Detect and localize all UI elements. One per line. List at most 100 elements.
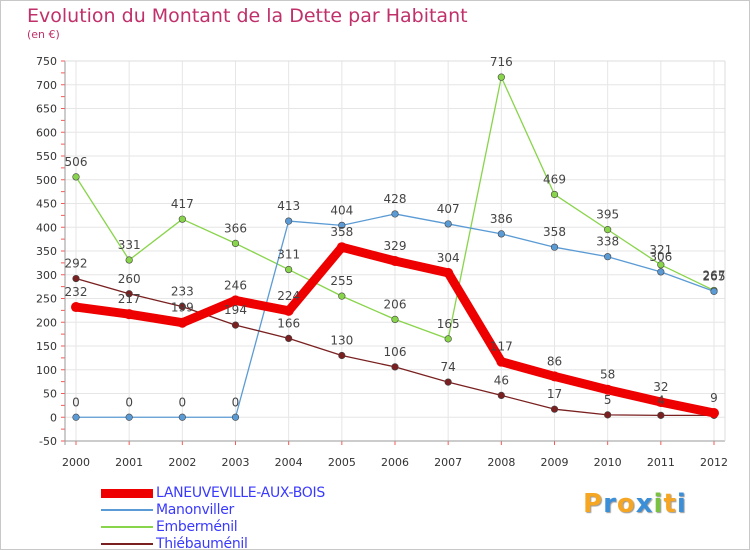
data-point-emberme-nil xyxy=(338,292,346,300)
x-tick-label: 2001 xyxy=(115,456,143,469)
data-label: 86 xyxy=(547,354,562,368)
data-label: 306 xyxy=(649,250,672,264)
data-label: 58 xyxy=(600,368,615,382)
logo-letter: P xyxy=(583,489,604,519)
data-label: 4 xyxy=(657,393,665,407)
data-label: 233 xyxy=(171,285,194,299)
data-point-thie-baume-nil xyxy=(125,290,133,298)
x-tick-label: 2007 xyxy=(434,456,462,469)
data-label: 9 xyxy=(710,391,718,405)
data-point-laneuveville-aux-bois xyxy=(177,317,188,328)
data-label: 407 xyxy=(437,202,460,216)
data-label: 194 xyxy=(224,303,247,317)
data-point-thie-baume-nil xyxy=(497,391,505,400)
data-label: 413 xyxy=(277,199,300,213)
data-point-manonviller xyxy=(444,220,452,228)
data-label: 395 xyxy=(596,208,619,222)
data-label: 217 xyxy=(118,292,141,306)
x-tick-label: 2005 xyxy=(328,456,356,469)
legend-label: LANEUVEVILLE-AUX-BOIS xyxy=(156,485,325,501)
data-label: 311 xyxy=(277,248,300,262)
x-tick-label: 2004 xyxy=(275,456,303,469)
data-point-manonviller xyxy=(657,268,665,276)
x-tick-label: 2009 xyxy=(541,456,569,469)
data-point-emberme-nil xyxy=(285,265,293,274)
data-label: 117 xyxy=(490,340,513,354)
y-tick-label: 550 xyxy=(36,150,57,163)
data-label: 321 xyxy=(649,243,672,257)
data-point-laneuveville-aux-bois xyxy=(390,255,400,266)
x-tick-label: 2002 xyxy=(168,456,196,469)
proxiti-logo: Proxiti xyxy=(583,489,687,519)
y-tick-label: 650 xyxy=(36,103,57,116)
data-label: 255 xyxy=(330,274,353,288)
data-point-manonviller xyxy=(231,413,240,421)
axes: -500501001502002503003504004505005506006… xyxy=(36,55,728,469)
chart-title: Evolution du Montant de la Dette par Hab… xyxy=(27,5,468,27)
data-point-laneuveville-aux-bois xyxy=(709,407,719,418)
data-point-thie-baume-nil xyxy=(444,378,452,386)
y-tick-label: 350 xyxy=(36,245,57,258)
data-point-laneuveville-aux-bois xyxy=(283,305,294,316)
data-point-laneuveville-aux-bois xyxy=(602,384,613,395)
data-label: 358 xyxy=(543,225,566,239)
data-label: 329 xyxy=(384,239,407,253)
data-point-manonviller xyxy=(72,413,80,421)
data-point-laneuveville-aux-bois xyxy=(496,356,507,367)
data-point-emberme-nil xyxy=(391,315,399,324)
logo-letter: x xyxy=(635,489,654,519)
data-label: 469 xyxy=(543,172,566,186)
logo-letter: i xyxy=(676,489,687,519)
y-tick-label: 750 xyxy=(36,55,57,68)
data-label: 246 xyxy=(224,278,247,292)
series-group xyxy=(71,73,719,421)
data-label: 404 xyxy=(330,203,353,217)
logo-letter: i xyxy=(653,489,664,519)
x-tick-label: 2006 xyxy=(381,456,409,469)
data-label: 32 xyxy=(653,380,668,394)
data-label: 0 xyxy=(179,395,187,409)
data-point-laneuveville-aux-bois xyxy=(230,295,241,306)
y-tick-label: 150 xyxy=(36,340,57,353)
data-label: 106 xyxy=(384,345,407,359)
logo-letter: r xyxy=(603,489,617,519)
data-point-laneuveville-aux-bois xyxy=(71,302,81,313)
data-point-emberme-nil xyxy=(231,239,240,247)
data-point-thie-baume-nil xyxy=(550,405,559,413)
data-point-emberme-nil xyxy=(550,190,559,199)
data-point-thie-baume-nil xyxy=(604,411,612,419)
data-point-laneuveville-aux-bois xyxy=(124,309,135,320)
y-tick-label: 600 xyxy=(36,126,57,139)
legend-swatch xyxy=(101,543,153,545)
data-label: 17 xyxy=(547,387,562,401)
data-point-manonviller xyxy=(497,230,505,238)
y-tick-label: 50 xyxy=(43,388,57,401)
data-label: 166 xyxy=(277,316,300,330)
data-point-thie-baume-nil xyxy=(338,351,346,360)
data-point-emberme-nil xyxy=(497,73,505,81)
x-tick-label: 2000 xyxy=(62,456,90,469)
data-point-emberme-nil xyxy=(604,226,612,234)
data-point-emberme-nil xyxy=(657,261,665,269)
data-point-laneuveville-aux-bois xyxy=(336,242,347,253)
data-label: 206 xyxy=(384,297,407,311)
data-label: 292 xyxy=(65,257,88,271)
x-tick-label: 2008 xyxy=(487,456,515,469)
data-point-thie-baume-nil xyxy=(657,411,665,419)
data-label: 417 xyxy=(171,197,194,211)
legend-label: Emberménil xyxy=(156,519,238,535)
x-tick-label: 2012 xyxy=(700,456,728,469)
data-label: 366 xyxy=(224,221,247,235)
data-point-thie-baume-nil xyxy=(72,274,80,283)
y-tick-label: 250 xyxy=(36,293,57,306)
y-tick-label: 400 xyxy=(36,221,57,234)
y-tick-label: 450 xyxy=(36,198,57,211)
x-tick-label: 2010 xyxy=(594,456,622,469)
legend-swatch xyxy=(101,509,153,511)
data-point-emberme-nil xyxy=(72,173,80,181)
data-label: 5 xyxy=(604,393,612,407)
legend-swatch xyxy=(101,488,153,498)
data-label: 260 xyxy=(118,272,141,286)
data-point-manonviller xyxy=(550,243,559,251)
